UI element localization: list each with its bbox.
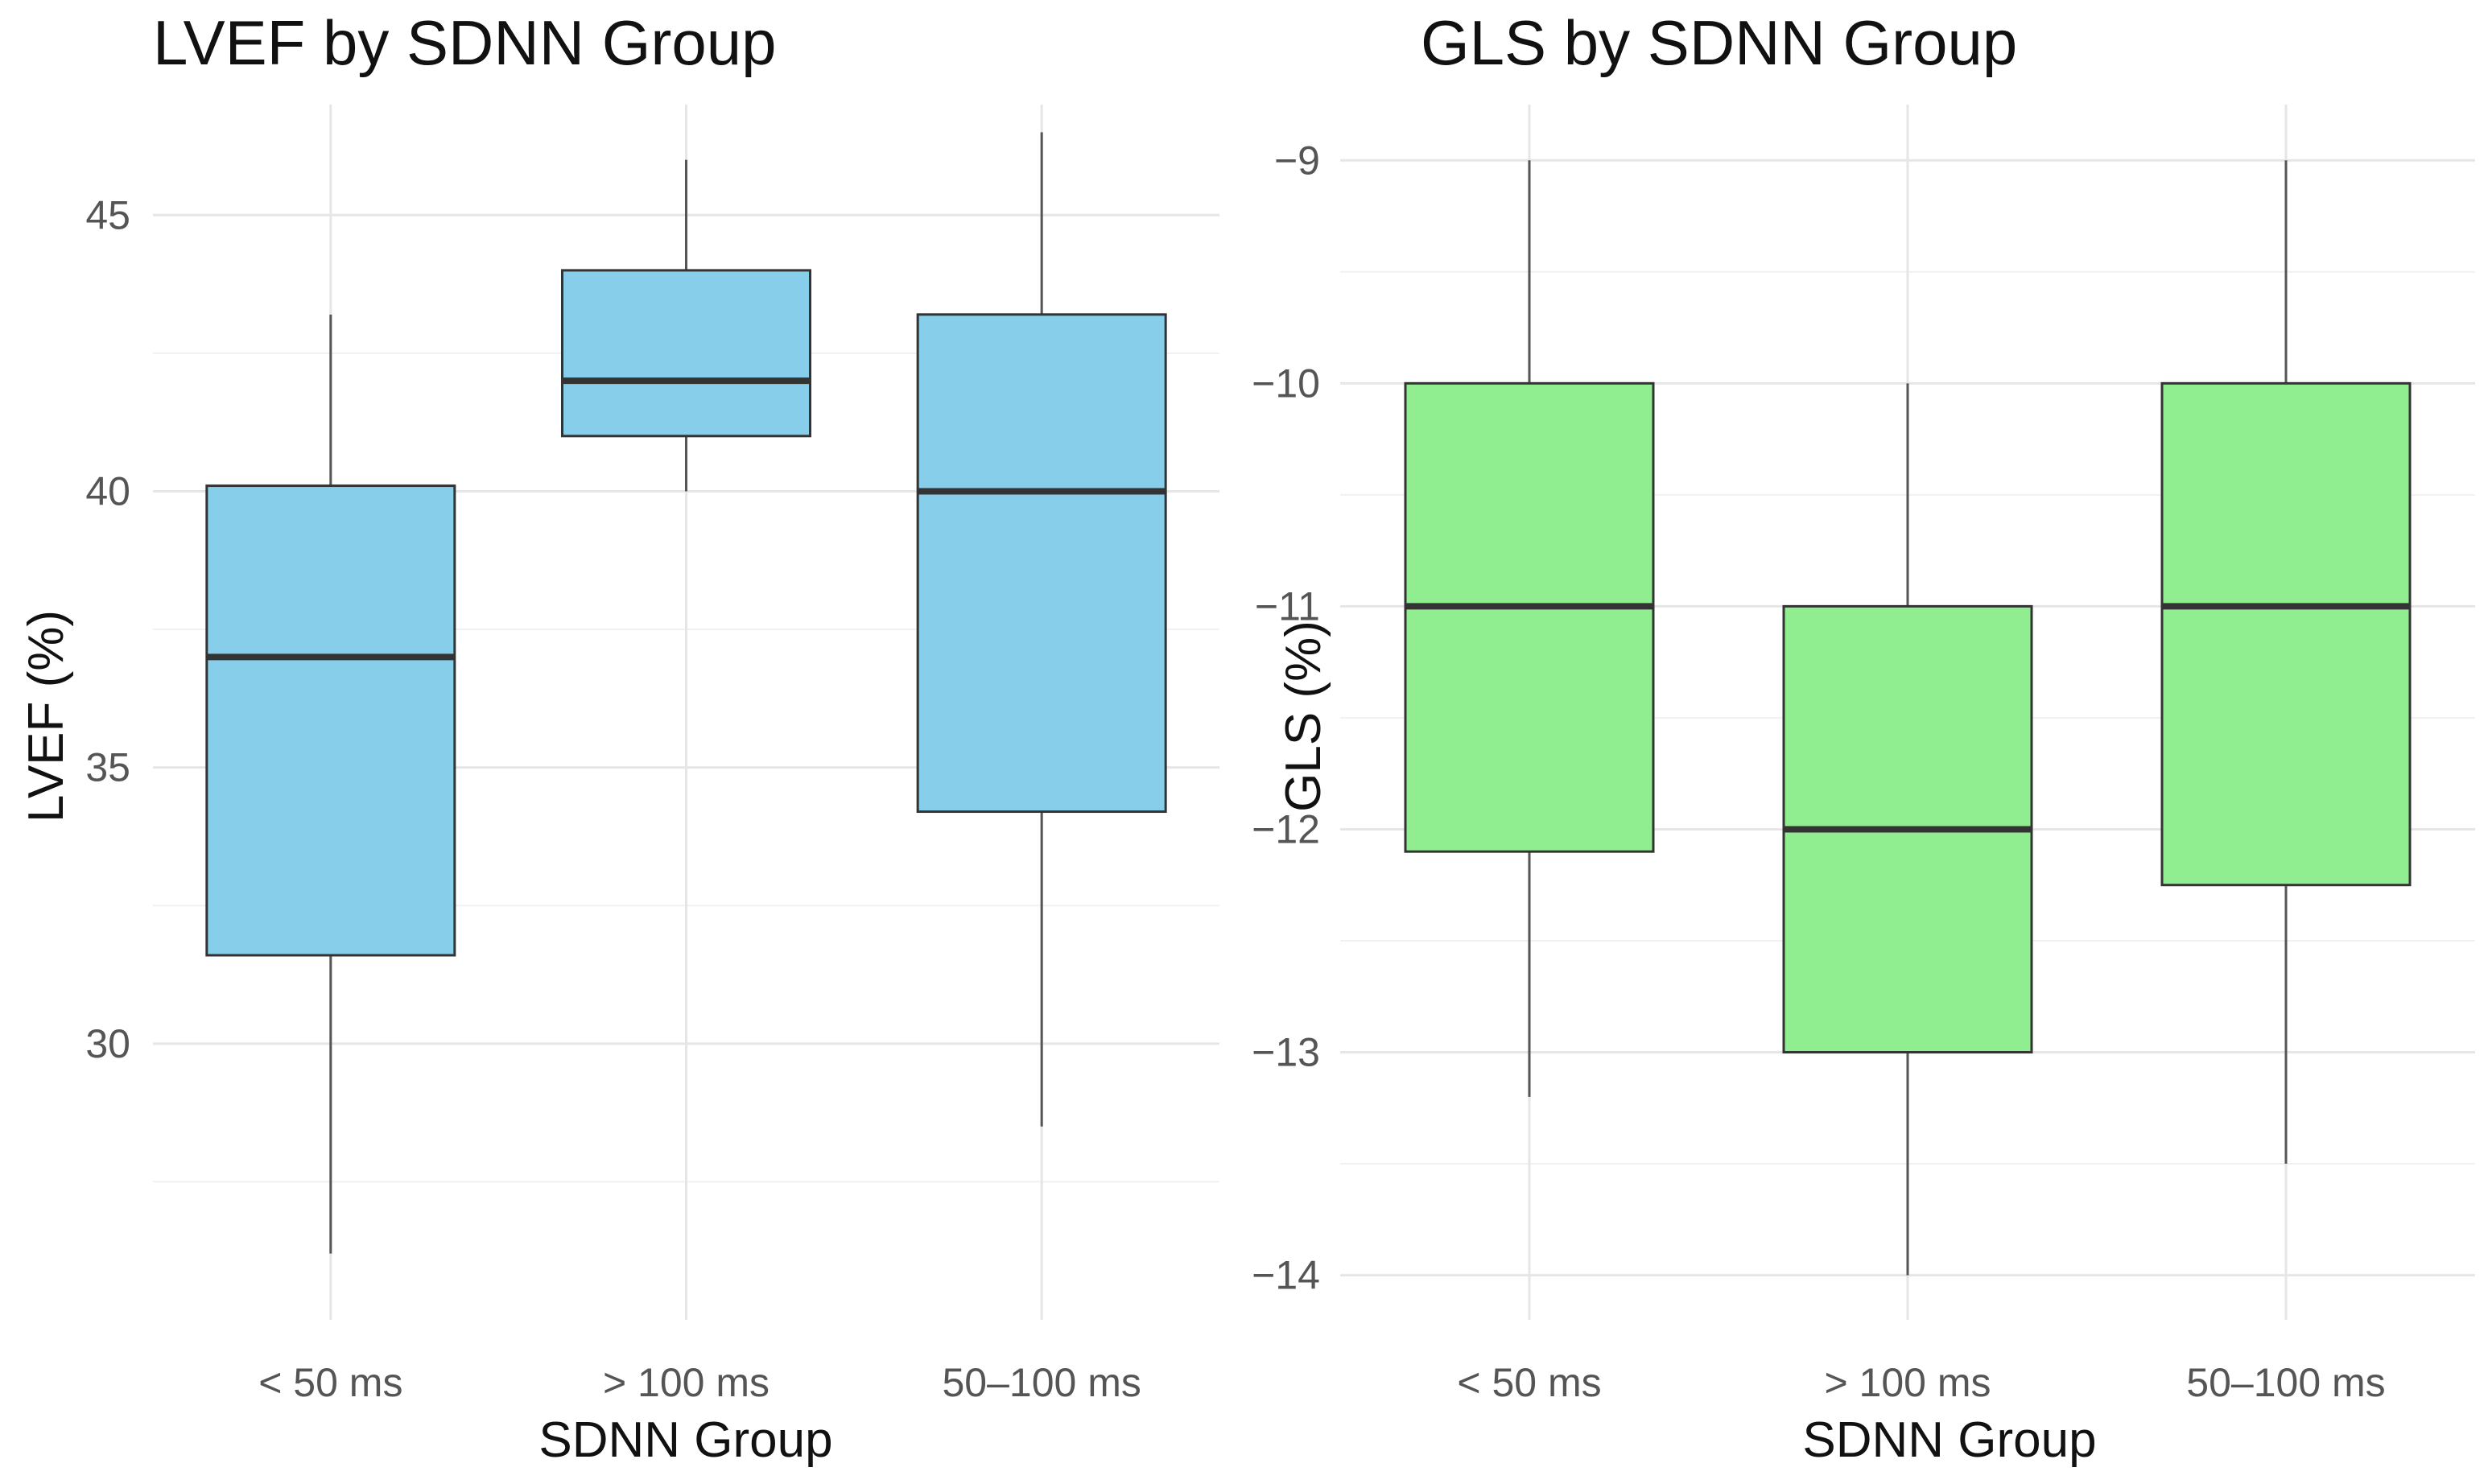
gls-y-tick-label: −10: [1252, 361, 1320, 406]
lvef-y-tick-label: 35: [85, 745, 130, 790]
lvef-y-tick-label: 45: [85, 192, 130, 237]
gls-x-axis-label: SDNN Group: [1802, 1412, 2096, 1468]
gls-panel: GLS by SDNN Group −14 −13 −12 −11 −10 −9 < 50…: [1252, 7, 2475, 1468]
gls-y-tick-label: −12: [1252, 806, 1320, 851]
gls-y-tick-label: −13: [1252, 1030, 1320, 1075]
lvef-x-tick-label: < 50 ms: [258, 1360, 402, 1405]
iqr-box: [205, 484, 456, 957]
gls-y-tick-label: −14: [1252, 1253, 1320, 1298]
lvef-x-tick-label: 50–100 ms: [942, 1360, 1141, 1405]
iqr-box: [561, 269, 811, 438]
gls-x-tick-label: < 50 ms: [1457, 1360, 1601, 1405]
lvef-x-axis-label: SDNN Group: [538, 1412, 832, 1468]
lvef-boxes: [205, 132, 1167, 1254]
lvef-x-tick-label: > 100 ms: [603, 1360, 770, 1405]
gls-boxes: [1404, 160, 2412, 1276]
gls-box-100-ms: [1782, 383, 2033, 1276]
gls-y-ticks: −14 −13 −12 −11 −10 −9: [1252, 138, 1320, 1297]
gls-y-tick-label: −9: [1274, 138, 1320, 183]
gls-x-ticks: < 50 ms > 100 ms 50–100 ms: [1457, 1360, 2385, 1405]
lvef-x-ticks: < 50 ms > 100 ms 50–100 ms: [258, 1360, 1141, 1405]
lvef-box-50-100-ms: [916, 132, 1167, 1127]
lvef-y-axis-label: LVEF (%): [19, 610, 74, 822]
iqr-box: [916, 313, 1167, 814]
lvef-y-tick-label: 40: [85, 468, 130, 513]
lvef-box-100-ms: [561, 159, 811, 492]
gls-chart-title: GLS by SDNN Group: [1421, 7, 2017, 78]
gls-x-tick-label: > 100 ms: [1824, 1360, 1991, 1405]
lvef-y-ticks: 30 35 40 45: [85, 192, 130, 1066]
lvef-chart-title: LVEF by SDNN Group: [153, 7, 776, 78]
gls-x-tick-label: 50–100 ms: [2186, 1360, 2385, 1405]
iqr-box: [2160, 381, 2412, 887]
gls-y-axis-label: GLS (%): [1276, 620, 1331, 812]
gls-box-50-ms: [1404, 160, 1655, 1097]
iqr-box: [1404, 381, 1655, 853]
gls-y-tick-label: −11: [1255, 583, 1320, 629]
lvef-panel: LVEF by SDNN Group 30 35 40 45 < 50 ms > 100…: [19, 7, 1219, 1468]
lvef-y-tick-label: 30: [85, 1021, 130, 1066]
lvef-box-50-ms: [205, 314, 456, 1254]
gls-box-50-100-ms: [2160, 160, 2412, 1165]
